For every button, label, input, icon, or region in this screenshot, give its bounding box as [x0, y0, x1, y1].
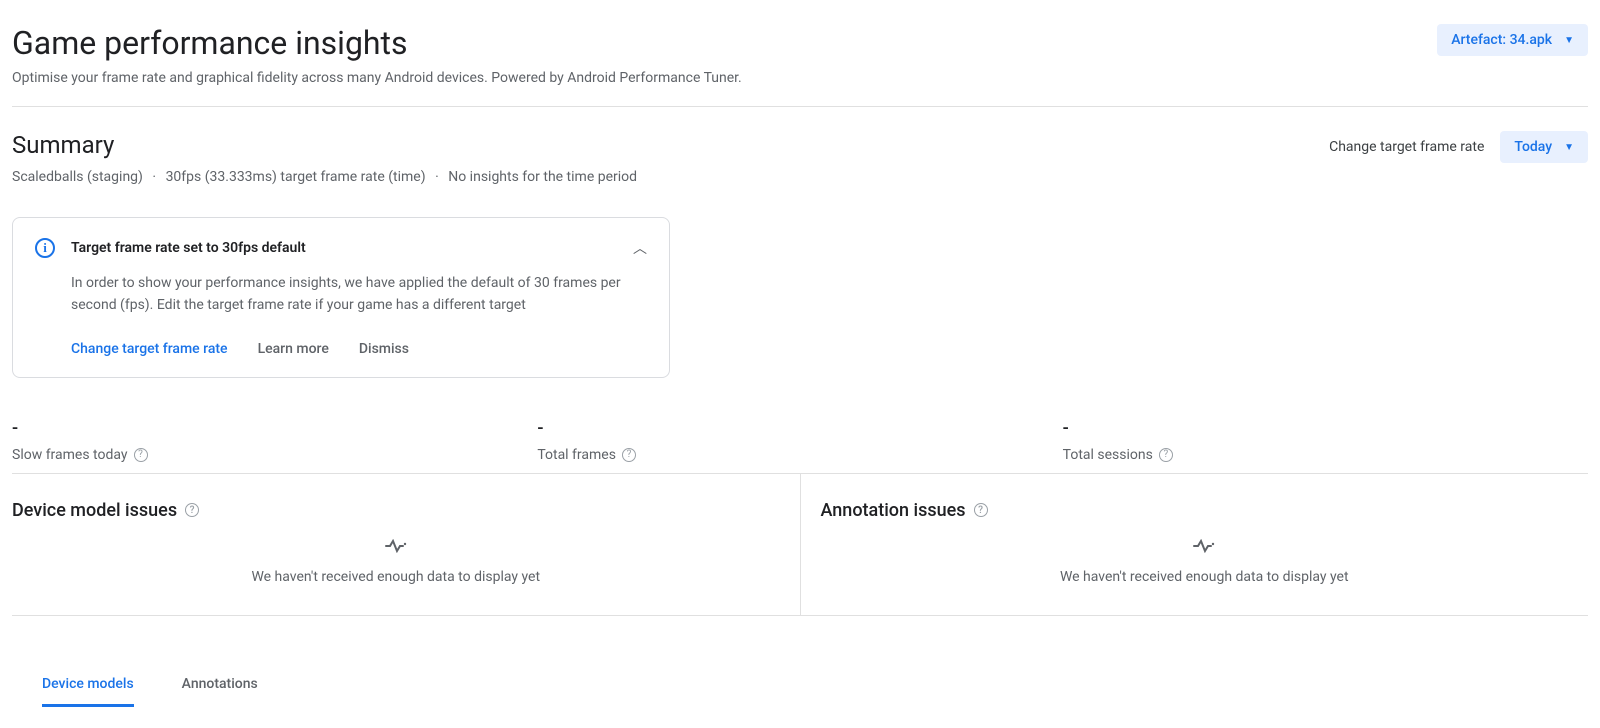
device-issues-title: Device model issues	[12, 500, 177, 521]
issues-row: Device model issues ? We haven't receive…	[12, 474, 1588, 616]
activity-icon	[385, 539, 407, 557]
chevron-down-icon: ▼	[1564, 142, 1574, 153]
empty-state-text: We haven't received enough data to displ…	[251, 569, 540, 585]
annotation-issues-panel: Annotation issues ? We haven't received …	[801, 474, 1589, 615]
page-subtitle: Optimise your frame rate and graphical f…	[12, 70, 742, 86]
dismiss-button[interactable]: Dismiss	[359, 341, 409, 357]
metric-label: Slow frames today	[12, 447, 128, 463]
learn-more-button[interactable]: Learn more	[258, 341, 329, 357]
metric-slow-frames: - Slow frames today ?	[12, 418, 537, 463]
help-icon[interactable]: ?	[974, 503, 988, 517]
page-title: Game performance insights	[12, 24, 742, 62]
metric-value: -	[12, 418, 537, 439]
metric-label: Total sessions	[1063, 447, 1153, 463]
summary-meta-app: Scaledballs (staging)	[12, 169, 143, 185]
help-icon[interactable]: ?	[185, 503, 199, 517]
metric-total-sessions: - Total sessions ?	[1063, 418, 1588, 463]
activity-icon	[1193, 539, 1215, 557]
header-divider	[12, 106, 1588, 107]
artefact-dropdown-label: Artefact: 34.apk	[1451, 32, 1552, 48]
summary-meta-insights: No insights for the time period	[448, 169, 637, 185]
tabs: Device models Annotations	[12, 664, 1588, 708]
help-icon[interactable]: ?	[1159, 448, 1173, 462]
change-frame-rate-label: Change target frame rate	[1329, 139, 1484, 155]
help-icon[interactable]: ?	[134, 448, 148, 462]
device-model-issues-panel: Device model issues ? We haven't receive…	[12, 474, 801, 615]
info-card: i Target frame rate set to 30fps default…	[12, 217, 670, 378]
summary-meta: Scaledballs (staging) · 30fps (33.333ms)…	[12, 169, 637, 185]
tab-device-models[interactable]: Device models	[42, 664, 134, 707]
artefact-dropdown[interactable]: Artefact: 34.apk ▼	[1437, 24, 1588, 56]
help-icon[interactable]: ?	[622, 448, 636, 462]
collapse-icon[interactable]: ︿	[633, 238, 647, 258]
info-card-body: In order to show your performance insigh…	[71, 272, 631, 317]
annotation-issues-title: Annotation issues	[821, 500, 966, 521]
info-card-title: Target frame rate set to 30fps default	[71, 240, 306, 256]
time-period-label: Today	[1514, 139, 1552, 155]
metric-value: -	[537, 418, 1062, 439]
metric-value: -	[1063, 418, 1588, 439]
info-icon: i	[35, 238, 55, 258]
tab-annotations[interactable]: Annotations	[182, 664, 258, 707]
metric-total-frames: - Total frames ?	[537, 418, 1062, 463]
metrics-row: - Slow frames today ? - Total frames ? -…	[12, 418, 1588, 474]
summary-title: Summary	[12, 131, 637, 159]
time-period-dropdown[interactable]: Today ▼	[1500, 131, 1588, 163]
chevron-down-icon: ▼	[1564, 35, 1574, 46]
summary-meta-fps: 30fps (33.333ms) target frame rate (time…	[166, 169, 426, 185]
metric-label: Total frames	[537, 447, 616, 463]
change-frame-rate-button[interactable]: Change target frame rate	[71, 341, 228, 357]
empty-state-text: We haven't received enough data to displ…	[1060, 569, 1349, 585]
